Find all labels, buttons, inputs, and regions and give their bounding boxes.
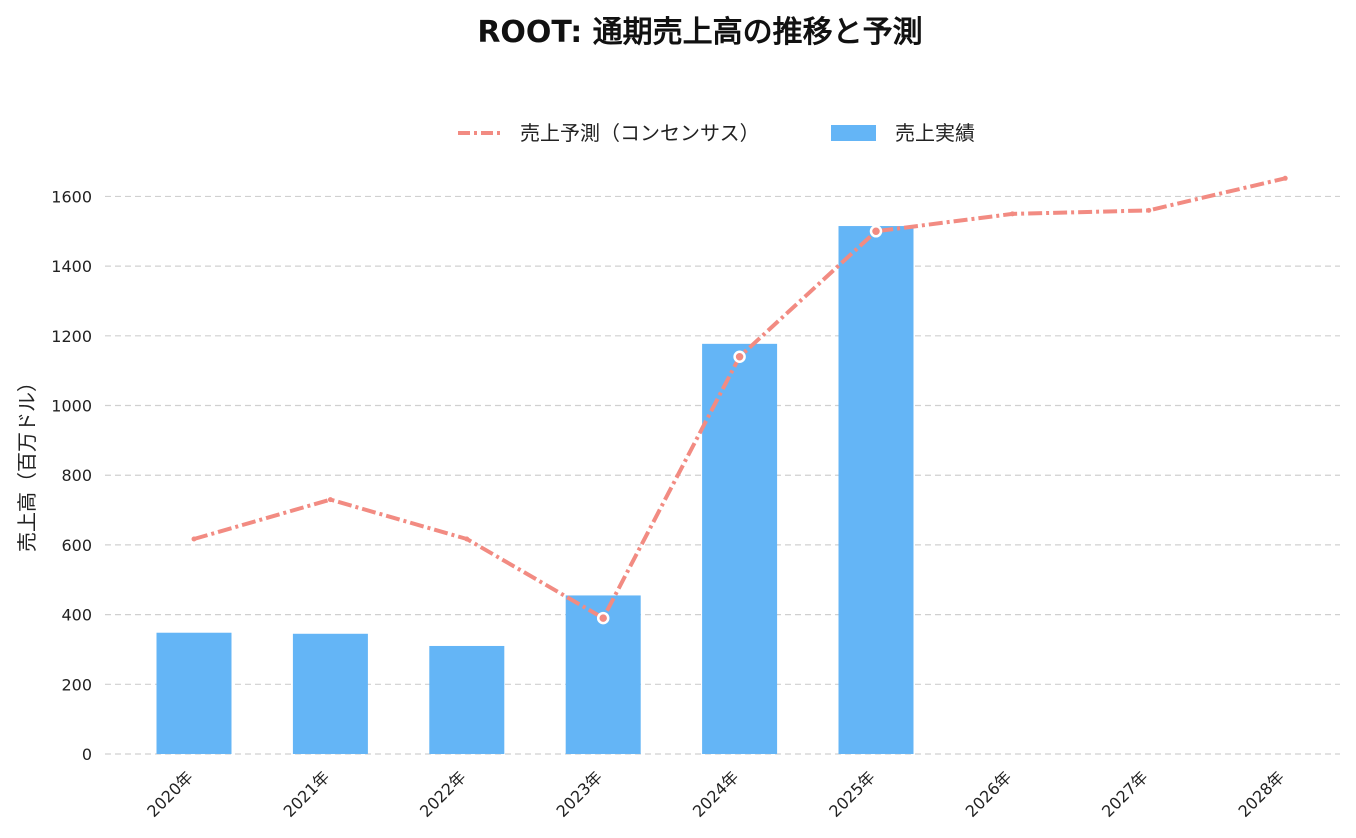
chart-title: ROOT: 通期売上高の推移と予測 bbox=[477, 15, 922, 50]
y-tick-label-1400: 1400 bbox=[51, 257, 92, 276]
y-tick-label-1600: 1600 bbox=[51, 187, 92, 206]
forecast-point-2021年 bbox=[327, 497, 333, 503]
x-axis-ticks: 2020年 2021年 2022年 2023年 2024年 2025年 2026年 2027年… bbox=[143, 767, 1288, 821]
y-tick-label-800: 800 bbox=[61, 466, 92, 485]
legend-actual-swatch bbox=[831, 125, 876, 141]
bar-2022年 bbox=[429, 645, 505, 754]
x-tick-label-2020年: 2020年 bbox=[143, 767, 197, 821]
y-tick-label-200: 200 bbox=[61, 675, 92, 694]
x-tick-label-2024年: 2024年 bbox=[689, 767, 743, 821]
y-tick-label-600: 600 bbox=[61, 536, 92, 555]
forecast-point-2028年 bbox=[1282, 175, 1288, 181]
x-tick-label-2025年: 2025年 bbox=[825, 767, 879, 821]
x-tick-label-2022年: 2022年 bbox=[416, 767, 470, 821]
forecast-point-2022年 bbox=[464, 536, 470, 542]
forecast-line-group bbox=[191, 175, 1288, 625]
x-tick-label-2021年: 2021年 bbox=[280, 767, 334, 821]
y-tick-label-1200: 1200 bbox=[51, 327, 92, 346]
x-tick-label-2027年: 2027年 bbox=[1098, 767, 1152, 821]
legend: 売上予測（コンセンサス） 売上実績 bbox=[458, 121, 975, 145]
forecast-point-2025年 bbox=[869, 225, 883, 238]
y-tick-label-0: 0 bbox=[82, 745, 92, 764]
x-tick-label-2026年: 2026年 bbox=[962, 767, 1016, 821]
forecast-point-2020年 bbox=[191, 536, 197, 542]
actual-bars bbox=[156, 226, 914, 754]
forecast-point-2026年 bbox=[1009, 211, 1015, 217]
forecast-point-2023年 bbox=[596, 611, 610, 625]
y-axis-ticks: 0 200 400 600 800 1000 1200 1400 1600 bbox=[51, 187, 92, 764]
bar-2020年 bbox=[156, 632, 232, 754]
legend-actual-label: 売上実績 bbox=[895, 121, 975, 145]
x-tick-label-2023年: 2023年 bbox=[552, 767, 606, 821]
y-tick-label-1000: 1000 bbox=[51, 397, 92, 416]
bar-2024年 bbox=[702, 343, 778, 754]
bar-2025年 bbox=[838, 226, 914, 754]
x-tick-label-2028年: 2028年 bbox=[1234, 767, 1288, 821]
y-tick-label-400: 400 bbox=[61, 606, 92, 625]
bar-2021年 bbox=[292, 633, 368, 754]
y-axis-label: 売上高（百万ドル） bbox=[15, 372, 39, 552]
forecast-point-2024年 bbox=[733, 350, 746, 363]
forecast-point-2027年 bbox=[1146, 207, 1152, 213]
legend-forecast-label: 売上予測（コンセンサス） bbox=[520, 121, 760, 145]
